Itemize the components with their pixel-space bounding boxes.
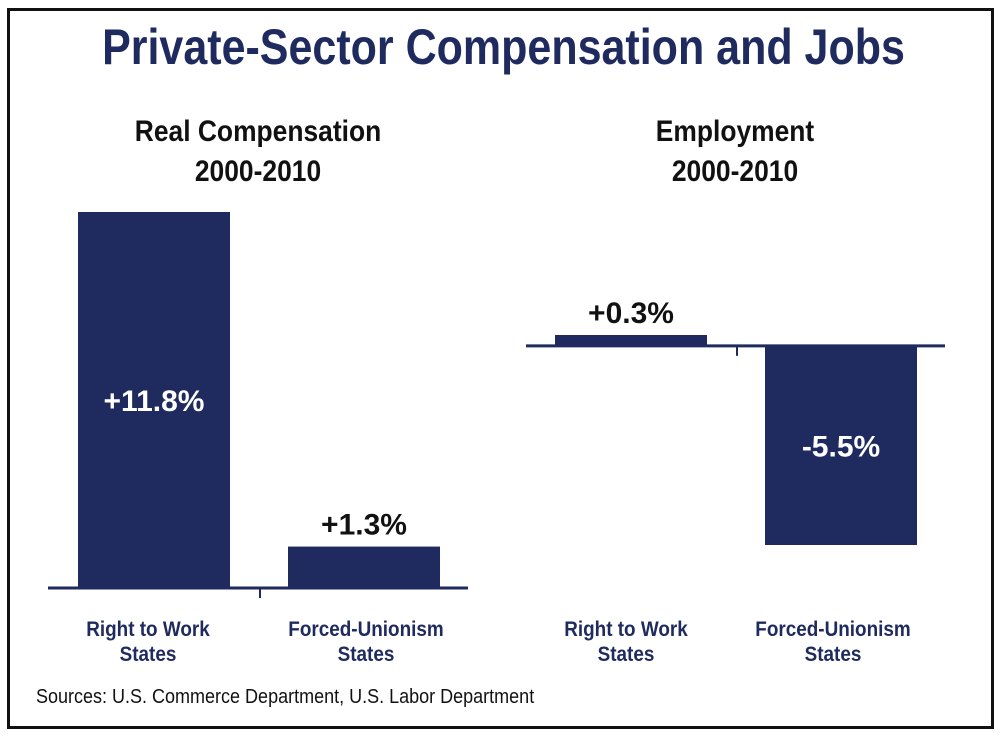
chart1-category-label-right-to-work: Right to Work States (86, 618, 210, 666)
chart1-title-line2: 2000-2010 (194, 155, 322, 188)
chart2-title-line1: Employment (655, 115, 815, 148)
main-title: Private-Sector Compensation and Jobs (102, 19, 905, 75)
chart2-category-label-right-to-work: Right to Work States (564, 618, 688, 666)
chart2-bar-2 (765, 345, 917, 545)
chart1-category-label-forced-unionism: Forced-Unionism States (288, 618, 444, 666)
chart1-bar-2 (288, 546, 440, 588)
chart2-value-label-2: -5.5% (802, 430, 880, 463)
chart2-category-label-forced-unionism: Forced-Unionism States (755, 618, 911, 666)
chart2-bar-1 (555, 335, 707, 346)
chart1-bar-1 (78, 212, 230, 588)
chart2-title: Employment 2000-2010 (603, 112, 867, 192)
chart1-title-line1: Real Compensation (134, 115, 382, 148)
chart2-title-line2: 2000-2010 (671, 155, 799, 188)
chart1-value-label-2: +1.3% (321, 509, 407, 542)
chart1-value-label-1: +11.8% (104, 385, 205, 418)
sources-note: Sources: U.S. Commerce Department, U.S. … (36, 686, 535, 708)
chart2-value-label-1: +0.3% (588, 297, 674, 330)
chart1-title: Real Compensation 2000-2010 (126, 112, 390, 192)
